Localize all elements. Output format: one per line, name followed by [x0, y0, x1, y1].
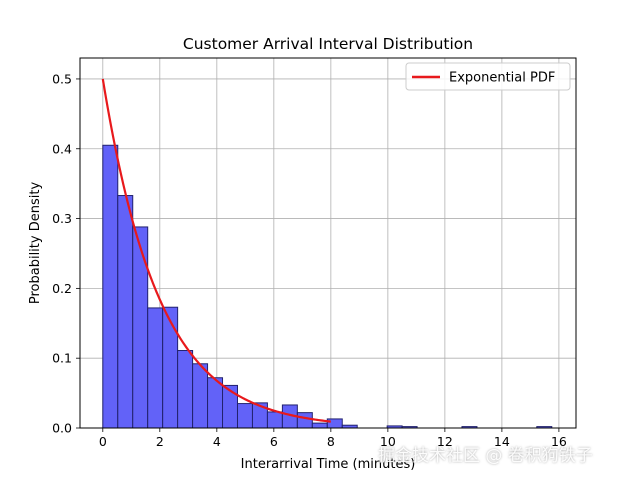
- legend: Exponential PDF: [405, 62, 571, 91]
- y-tick-label: 0.5: [52, 71, 72, 86]
- y-tick-label: 0.3: [52, 211, 72, 226]
- x-tick-label: 2: [156, 434, 164, 449]
- plot-frame: [79, 57, 577, 429]
- chart-title: Customer Arrival Interval Distribution: [183, 35, 473, 53]
- histogram-bar: [162, 306, 179, 429]
- histogram-bar: [177, 350, 194, 429]
- x-tick-label: 4: [213, 434, 221, 449]
- x-tick-label: 6: [270, 434, 278, 449]
- legend-box: [405, 62, 571, 91]
- histogram-bars: [102, 144, 553, 429]
- x-tick-label: 8: [327, 434, 335, 449]
- x-tick-label: 14: [494, 434, 510, 449]
- histogram-bar: [132, 226, 149, 429]
- watermark: 掘金技术社区 @ 卷积狗铁子: [378, 446, 593, 466]
- x-tick-label: 0: [99, 434, 107, 449]
- y-tick-label: 0.2: [52, 281, 72, 296]
- y-tick-label: 0.1: [52, 351, 72, 366]
- x-tick-label: 16: [551, 434, 567, 449]
- y-tick-label: 0.0: [52, 421, 72, 436]
- x-axis-label: Interarrival Time (minutes): [241, 457, 416, 472]
- y-tick-label: 0.4: [52, 141, 72, 156]
- y-axis-label: Probability Density: [28, 182, 43, 305]
- histogram-bar: [192, 363, 209, 429]
- x-tick-label: 10: [380, 434, 396, 449]
- histogram-bar: [266, 411, 283, 429]
- axis-ticks: 0 2 4 6 8 10 12 14 16 0.0 0.1 0.2 0.3 0.4 0.5: [52, 71, 567, 449]
- histogram-bar: [296, 412, 313, 429]
- x-tick-label: 12: [437, 434, 453, 449]
- histogram-bar: [117, 195, 134, 429]
- histogram-bar: [207, 377, 224, 429]
- pdf-line-layer: [101, 78, 331, 423]
- histogram-bar: [236, 403, 253, 429]
- legend-label: Exponential PDF: [449, 71, 555, 86]
- exponential-pdf-line: [101, 78, 331, 423]
- histogram-bar: [147, 307, 164, 429]
- histogram-bar: [326, 418, 343, 429]
- histogram-bar: [102, 144, 119, 429]
- histogram-bar: [311, 422, 328, 429]
